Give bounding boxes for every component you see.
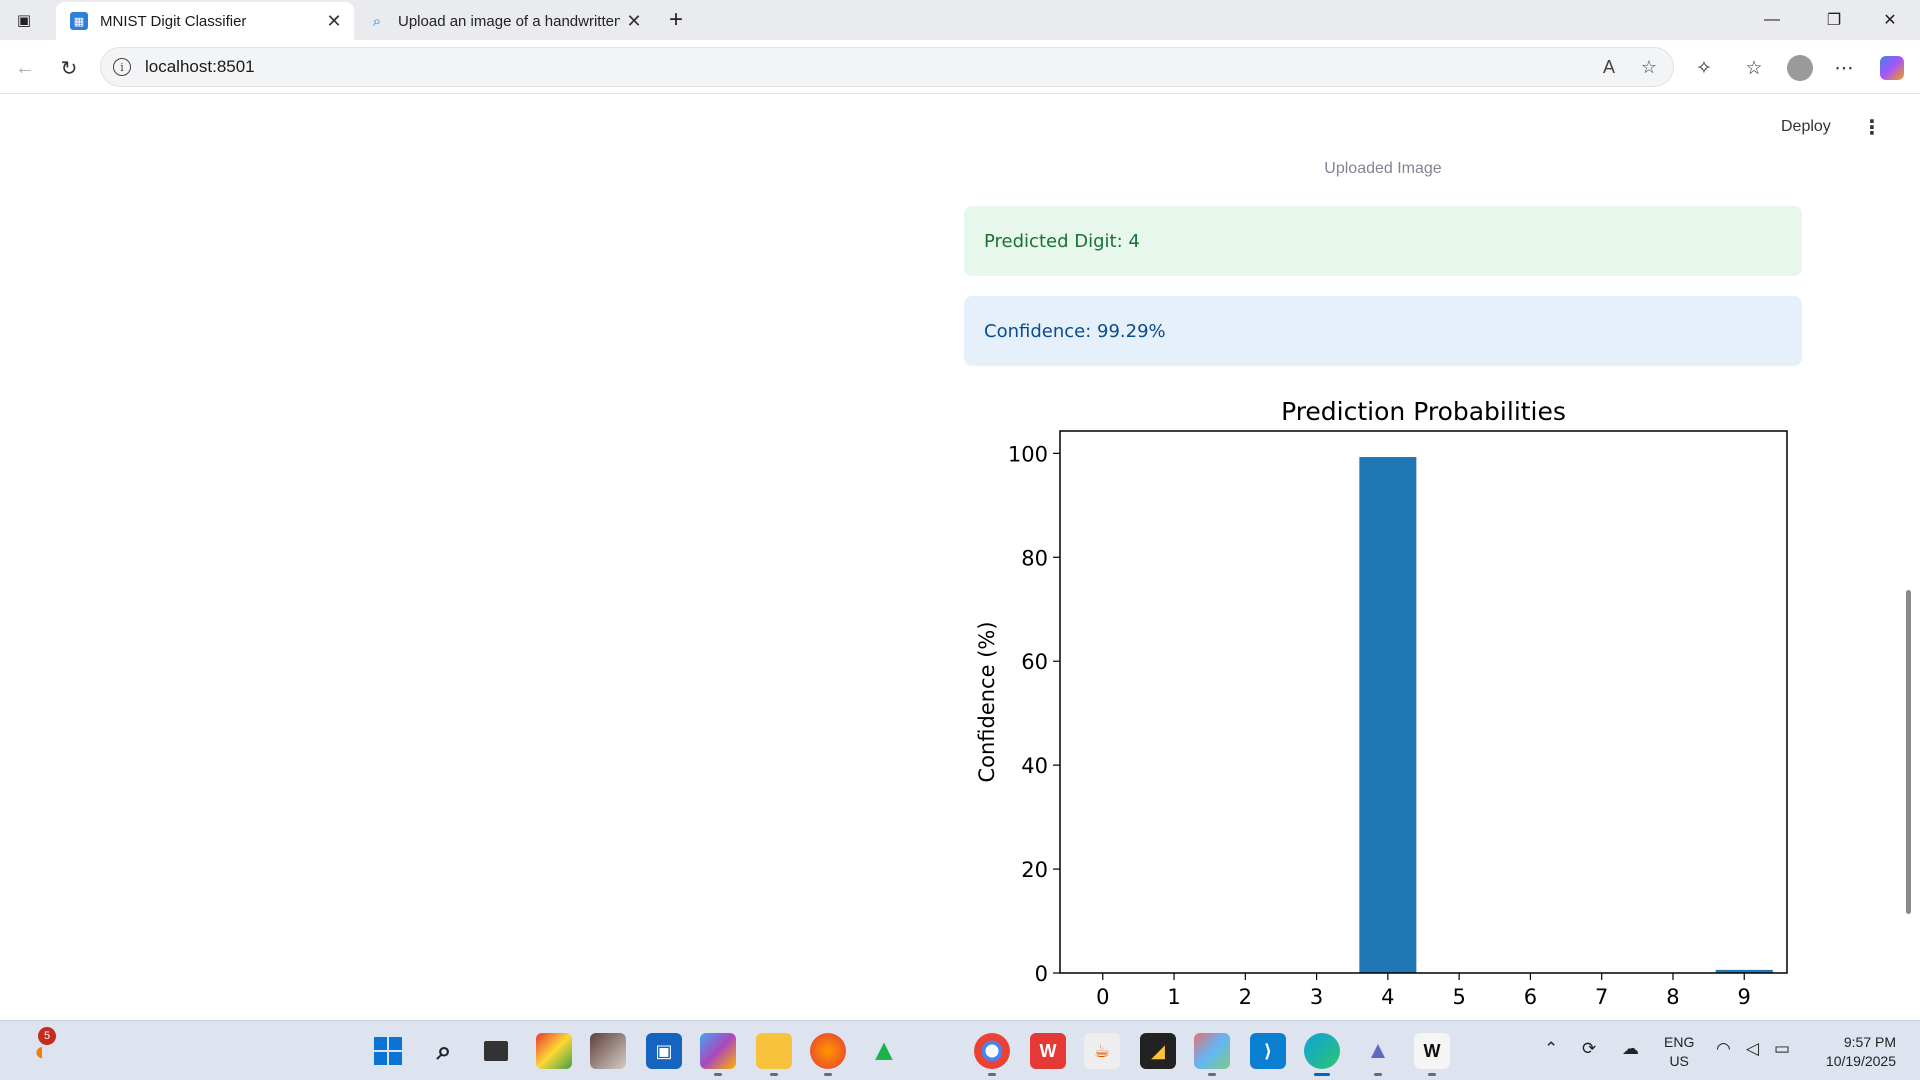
y-tick-label: 100 bbox=[1008, 442, 1048, 466]
y-axis-label: Confidence (%) bbox=[975, 621, 999, 782]
vscode-icon[interactable]: ⟩ bbox=[1250, 1033, 1286, 1069]
start-icon[interactable] bbox=[370, 1033, 406, 1069]
prediction-alert: Predicted Digit: 4 bbox=[964, 206, 1802, 276]
y-tick-label: 20 bbox=[1021, 858, 1048, 882]
more-menu-icon[interactable]: ⋯ bbox=[1834, 57, 1854, 79]
tab-upload[interactable]: ⌕ Upload an image of a handwritten ✕ bbox=[354, 2, 654, 40]
close-window-icon[interactable]: ✕ bbox=[1883, 12, 1897, 29]
prediction-chart: Prediction Probabilities 0 20 40 60 80 100 0 1 2 3… bbox=[975, 397, 1788, 1009]
clock[interactable]: 9:57 PM 10/19/2025 bbox=[1806, 1033, 1896, 1071]
onedrive-off-icon[interactable]: ☁ bbox=[1622, 1039, 1639, 1058]
tab-title: Upload an image of a handwritten bbox=[398, 12, 620, 30]
battery-icon[interactable]: ▭ bbox=[1774, 1039, 1791, 1058]
language-code: ENG bbox=[1664, 1034, 1695, 1050]
copilot-app-icon[interactable] bbox=[700, 1033, 736, 1076]
paint-app-icon[interactable] bbox=[536, 1033, 572, 1069]
chrome-icon[interactable] bbox=[974, 1033, 1010, 1076]
confidence-alert: Confidence: 99.29% bbox=[964, 296, 1802, 366]
taskbar: ◐ 5 ⌕ ▣ ▲ W ☕ ◢ ⟩ ▲ W ⌃ ⟳ ☁ ENG US ◠ ◁ ▭ bbox=[0, 1020, 1920, 1080]
x-tick-label: 5 bbox=[1452, 985, 1465, 1009]
read-aloud-icon[interactable]: A bbox=[1602, 56, 1615, 77]
back-icon[interactable]: ← bbox=[15, 56, 35, 79]
pycharm-icon[interactable]: ▲ bbox=[869, 1034, 899, 1067]
git-tool-icon[interactable] bbox=[1194, 1033, 1230, 1076]
y-tick-label: 0 bbox=[1035, 962, 1048, 986]
new-tab-icon[interactable]: + bbox=[668, 6, 683, 33]
favorite-star-icon[interactable]: ☆ bbox=[1640, 56, 1658, 77]
info-icon[interactable]: i bbox=[113, 58, 131, 76]
bar-4 bbox=[1359, 457, 1417, 974]
copilot-icon[interactable] bbox=[1874, 51, 1910, 85]
deploy-button[interactable]: Deploy bbox=[1781, 118, 1831, 135]
y-tick-label: 60 bbox=[1021, 650, 1048, 674]
edge-icon[interactable] bbox=[1304, 1033, 1340, 1076]
task-view-icon[interactable] bbox=[478, 1033, 514, 1069]
tab-mnist[interactable]: ▦ MNIST Digit Classifier ✕ bbox=[56, 2, 354, 40]
plot-frame bbox=[1059, 430, 1788, 974]
y-tick-label: 80 bbox=[1021, 546, 1048, 570]
refresh-icon[interactable]: ↻ bbox=[60, 57, 78, 80]
chart-title: Prediction Probabilities bbox=[1281, 397, 1566, 426]
clock-date: 10/19/2025 bbox=[1825, 1053, 1896, 1069]
x-tick-label: 8 bbox=[1666, 985, 1679, 1009]
scrollbar-thumb[interactable] bbox=[1906, 590, 1911, 914]
browser-toolbar: ← ↻ i localhost:8501 A ☆ ✧ ☆ ⋯ bbox=[0, 40, 1920, 94]
search-icon: ⌕ bbox=[372, 12, 382, 30]
notification-badge: 5 bbox=[38, 1027, 56, 1045]
extensions-icon[interactable]: ✧ bbox=[1696, 57, 1712, 79]
x-tick-label: 3 bbox=[1310, 985, 1323, 1009]
favorites-icon[interactable]: ☆ bbox=[1745, 57, 1763, 79]
x-tick-label: 7 bbox=[1595, 985, 1608, 1009]
java-icon[interactable]: ☕ bbox=[1084, 1033, 1120, 1069]
firefox-icon[interactable] bbox=[810, 1033, 846, 1076]
x-tick-label: 1 bbox=[1167, 985, 1180, 1009]
region-code: US bbox=[1669, 1053, 1689, 1069]
sync-icon[interactable]: ⟳ bbox=[1582, 1039, 1597, 1058]
confidence-text: Confidence: 99.29% bbox=[984, 320, 1166, 342]
close-tab-icon[interactable]: ✕ bbox=[326, 10, 342, 31]
wifi-icon[interactable]: ◠ bbox=[1716, 1039, 1731, 1058]
x-tick-label: 9 bbox=[1738, 985, 1751, 1009]
file-explorer-icon[interactable] bbox=[756, 1033, 792, 1076]
wps-office-icon[interactable]: W bbox=[1030, 1033, 1066, 1069]
clock-time: 9:57 PM bbox=[1843, 1034, 1896, 1050]
photos-icon[interactable]: ▲ bbox=[1360, 1033, 1396, 1076]
bar-9 bbox=[1715, 969, 1773, 973]
x-tick-label: 0 bbox=[1096, 985, 1109, 1009]
search-icon[interactable]: ⌕ bbox=[436, 1035, 452, 1065]
image-caption: Uploaded Image bbox=[1324, 160, 1442, 177]
store-icon[interactable]: ▣ bbox=[646, 1033, 682, 1069]
tab-actions-icon[interactable]: ▣ bbox=[16, 12, 32, 29]
volume-icon[interactable]: ◁ bbox=[1746, 1039, 1760, 1058]
y-tick-label: 40 bbox=[1021, 754, 1048, 778]
minimize-icon[interactable]: — bbox=[1764, 11, 1780, 28]
language-indicator[interactable]: ENG US bbox=[1664, 1033, 1694, 1071]
address-bar[interactable]: i localhost:8501 A ☆ bbox=[100, 47, 1674, 87]
notion-icon[interactable]: W bbox=[1414, 1033, 1450, 1076]
url-text[interactable]: localhost:8501 bbox=[145, 57, 255, 76]
profile-avatar-icon[interactable] bbox=[1782, 51, 1818, 85]
sticky-notes-icon[interactable]: ◢ bbox=[1140, 1033, 1176, 1069]
x-tick-label: 2 bbox=[1239, 985, 1252, 1009]
tab-strip: ▣ ▦ MNIST Digit Classifier ✕ ⌕ Upload an… bbox=[0, 0, 1920, 40]
tab-title: MNIST Digit Classifier bbox=[100, 12, 247, 30]
close-tab-icon[interactable]: ✕ bbox=[626, 10, 642, 31]
prediction-text: Predicted Digit: 4 bbox=[984, 230, 1140, 252]
app-favicon-icon: ▦ bbox=[70, 12, 88, 30]
restore-icon[interactable]: ❐ bbox=[1826, 12, 1842, 29]
x-tick-label: 4 bbox=[1381, 985, 1394, 1009]
x-tick-label: 6 bbox=[1524, 985, 1537, 1009]
main-menu-icon[interactable]: ⋮ bbox=[1862, 117, 1882, 139]
chevron-up-icon[interactable]: ⌃ bbox=[1544, 1039, 1559, 1058]
photo-app-icon[interactable] bbox=[590, 1033, 626, 1069]
